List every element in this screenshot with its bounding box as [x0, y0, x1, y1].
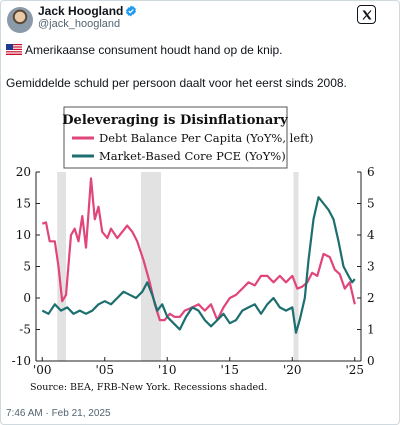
- x-tick-label: '20: [283, 363, 302, 377]
- series-line-1: [41, 196, 356, 334]
- x-logo-icon[interactable]: [357, 5, 376, 24]
- legend-label-debt: Debt Balance Per Capita (YoY%, left): [99, 131, 314, 145]
- us-flag-icon: [6, 44, 22, 58]
- author-name-row[interactable]: Jack Hoogland: [38, 4, 137, 20]
- verified-badge-icon: [125, 5, 137, 20]
- x-tick-label: '25: [345, 363, 364, 377]
- left-tick-label: 5: [23, 260, 31, 274]
- legend-box: [63, 106, 288, 169]
- right-tick-label: 4: [367, 228, 375, 242]
- tweet-text-line-1: Amerikaanse consument houdt hand op de k…: [6, 43, 283, 58]
- right-tick-label: 1: [367, 323, 375, 337]
- recession-band-0: [57, 172, 66, 361]
- x-tick-label: '15: [220, 363, 239, 377]
- right-tick-label: 3: [367, 260, 375, 274]
- chart[interactable]: Deleveraging is Disinflationary Debt Bal…: [6, 99, 391, 399]
- timestamp[interactable]: 7:46 AM · Feb 21, 2025: [6, 408, 111, 419]
- chart-title: Deleveraging is Disinflationary: [62, 113, 288, 128]
- left-tick-label: -5: [19, 323, 31, 337]
- avatar[interactable]: [7, 7, 33, 33]
- right-tick-label: 2: [367, 291, 375, 305]
- left-tick-label: 0: [23, 291, 31, 305]
- tweet-text-2: Gemiddelde schuld per persoon daalt voor…: [6, 76, 347, 90]
- left-tick-label: 10: [16, 228, 31, 242]
- x-tick-label: '00: [33, 363, 52, 377]
- author-handle[interactable]: @jack_hoogland: [38, 18, 121, 30]
- tweet-text-1: Amerikaanse consument houdt hand op de k…: [25, 43, 283, 57]
- legend-label-pce: Market-Based Core PCE (YoY%): [99, 149, 286, 163]
- left-tick-label: 20: [16, 165, 31, 179]
- x-tick-label: '05: [95, 363, 114, 377]
- x-tick-label: '10: [158, 363, 177, 377]
- right-tick-label: 5: [367, 197, 375, 211]
- chart-source: Source: BEA, FRB-New York. Recessions sh…: [30, 382, 267, 393]
- right-tick-label: 6: [367, 165, 375, 179]
- left-tick-label: -10: [12, 354, 31, 368]
- recession-band-1: [141, 172, 161, 361]
- recession-band-2: [293, 172, 299, 361]
- series-line-0: [41, 177, 356, 322]
- author-name[interactable]: Jack Hoogland: [38, 4, 124, 18]
- left-tick-label: 15: [16, 197, 31, 211]
- right-tick-label: 0: [367, 354, 375, 368]
